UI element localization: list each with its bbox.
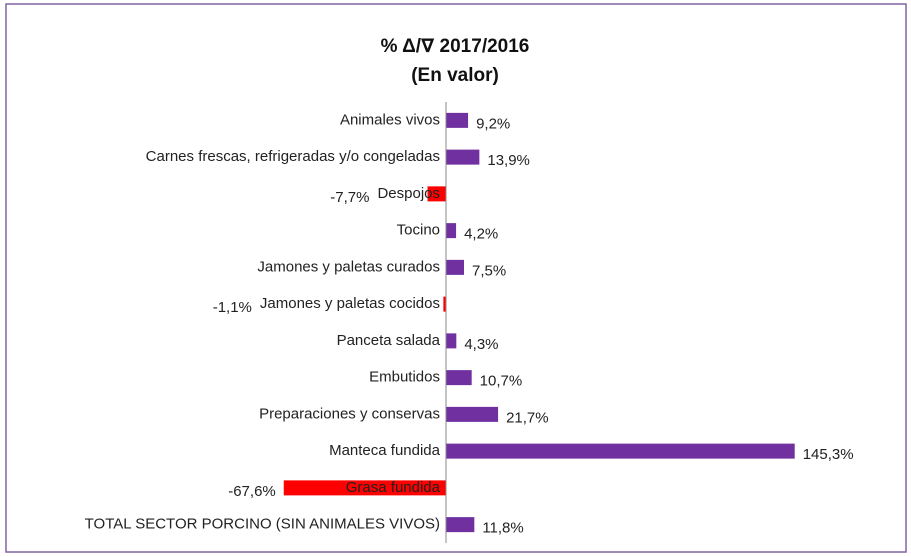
bar [446,517,475,533]
value-label: -1,1% [213,299,252,316]
value-label: -7,7% [330,189,369,206]
value-label: -67,6% [228,483,276,500]
category-label: Tocino [397,222,440,239]
category-label: Animales vivos [340,111,440,128]
bar [446,259,464,275]
category-label: Grasa fundida [346,479,441,496]
category-label: Panceta salada [337,332,441,349]
category-label: Jamones y paletas curados [257,258,440,275]
bar [446,223,457,239]
category-label: Despojos [377,185,440,202]
value-label: 13,9% [487,152,530,169]
chart-border [5,3,907,553]
category-label: Carnes frescas, refrigeradas y/o congela… [146,148,440,165]
value-label: 10,7% [480,373,523,390]
bar [283,480,446,496]
value-label: 11,8% [482,520,523,537]
category-label: Manteca fundida [329,442,441,459]
value-label: 145,3% [803,446,854,463]
value-label: 4,3% [464,336,498,353]
value-label: 7,5% [472,262,506,279]
chart-title: % Δ/∇ 2017/2016 [381,36,530,57]
value-label: 4,2% [464,226,498,243]
bar [446,443,795,459]
bar [446,333,457,349]
bar [446,370,472,386]
value-label: 9,2% [476,115,510,132]
bar [446,406,499,422]
category-label: Embutidos [369,369,440,386]
category-label: TOTAL SECTOR PORCINO (SIN ANIMALES VIVOS… [85,516,440,533]
bar [446,112,469,128]
bar [443,296,446,312]
value-label: 21,7% [506,409,549,426]
chart-subtitle: (En valor) [411,65,499,86]
bar [427,186,446,202]
category-label: Preparaciones y conservas [259,405,440,422]
bar [446,149,480,165]
category-label: Jamones y paletas cocidos [260,295,440,312]
